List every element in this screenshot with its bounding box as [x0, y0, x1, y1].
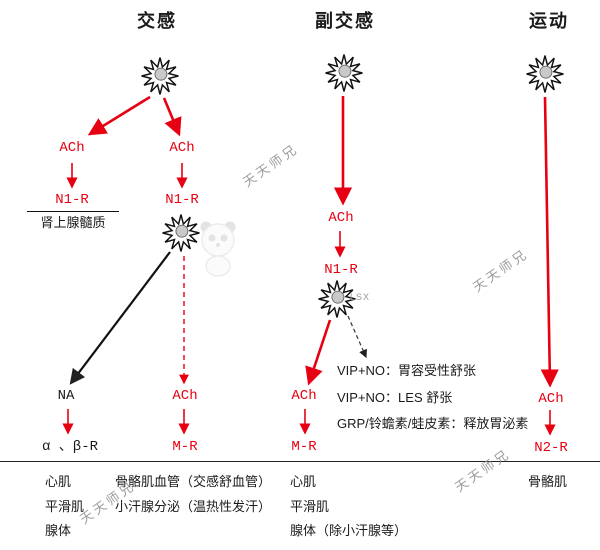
peptide-effect-3: GRP/铃蟾素/蛙皮素：释放胃泌素	[337, 416, 529, 431]
arrow-para-ganglion-to-peptides-dashed	[347, 315, 367, 359]
effector-para-3: 腺体（除小汗腺等）	[290, 523, 408, 538]
arrow-symp-to-adrenal	[87, 95, 151, 136]
mr-label-symp: M-R	[172, 439, 198, 455]
sympathetic-preganglionic-neuron-icon	[140, 56, 180, 96]
ach-label-motor: ACh	[538, 391, 564, 407]
arrow-symp-to-ganglion	[162, 97, 182, 137]
watermark-text-1: 天天师兄	[240, 140, 302, 190]
ach-label-para-pre: ACh	[328, 210, 354, 226]
watermark-text-2: 天天师兄	[470, 245, 532, 295]
effector-motor-1: 骨骼肌	[528, 474, 568, 489]
mr-label-para: M-R	[291, 439, 317, 455]
ach-label-symp-post: ACh	[172, 388, 198, 404]
motor-neuron-icon	[525, 54, 565, 94]
alpha-beta-receptor-label: α 、β-R	[41, 439, 99, 455]
effector-para-2: 平滑肌	[290, 499, 330, 514]
effector-divider-line	[0, 461, 600, 462]
sympathetic-header: 交感	[137, 11, 177, 31]
n1r-label-para: N1-R	[324, 262, 358, 278]
watermark-small-text: LSX	[350, 292, 371, 302]
effector-symp-ach-2: 小汗腺分泌（温热性发汗）	[115, 499, 272, 514]
adrenal-medulla-label: 肾上腺髓质	[40, 215, 106, 230]
sympathetic-ganglion-neuron-icon	[161, 213, 201, 253]
adrenal-fraction-line	[27, 211, 119, 212]
motor-header: 运动	[529, 11, 569, 31]
effector-symp-na-3: 腺体	[45, 523, 72, 538]
ach-label-adrenal: ACh	[59, 140, 85, 156]
n1r-label-adrenal: N1-R	[55, 192, 89, 208]
peptide-effect-1: VIP+NO：胃容受性舒张	[337, 363, 477, 378]
n2r-label: N2-R	[534, 440, 568, 456]
arrow-para-ganglion-to-ach	[305, 319, 332, 386]
n1r-label-symp: N1-R	[165, 192, 199, 208]
arrow-ganglion-to-na	[69, 251, 171, 385]
peptide-effect-2: VIP+NO：LES 舒张	[337, 390, 453, 405]
arrow-motor-to-ach	[540, 96, 559, 388]
ach-label-para-post: ACh	[291, 388, 317, 404]
effector-para-1: 心肌	[290, 474, 317, 489]
panda-watermark	[200, 221, 236, 277]
effector-symp-ach-1: 骨骼肌血管（交感舒血管）	[115, 474, 272, 489]
parasympathetic-header: 副交感	[315, 11, 375, 31]
parasympathetic-preganglionic-neuron-icon	[324, 53, 364, 93]
watermark-text-3: 天天师兄	[452, 445, 514, 495]
effector-symp-na-2: 平滑肌	[45, 499, 85, 514]
effector-symp-na-1: 心肌	[45, 474, 72, 489]
na-label: NA	[57, 388, 75, 404]
ach-label-symp-pre: ACh	[169, 140, 195, 156]
